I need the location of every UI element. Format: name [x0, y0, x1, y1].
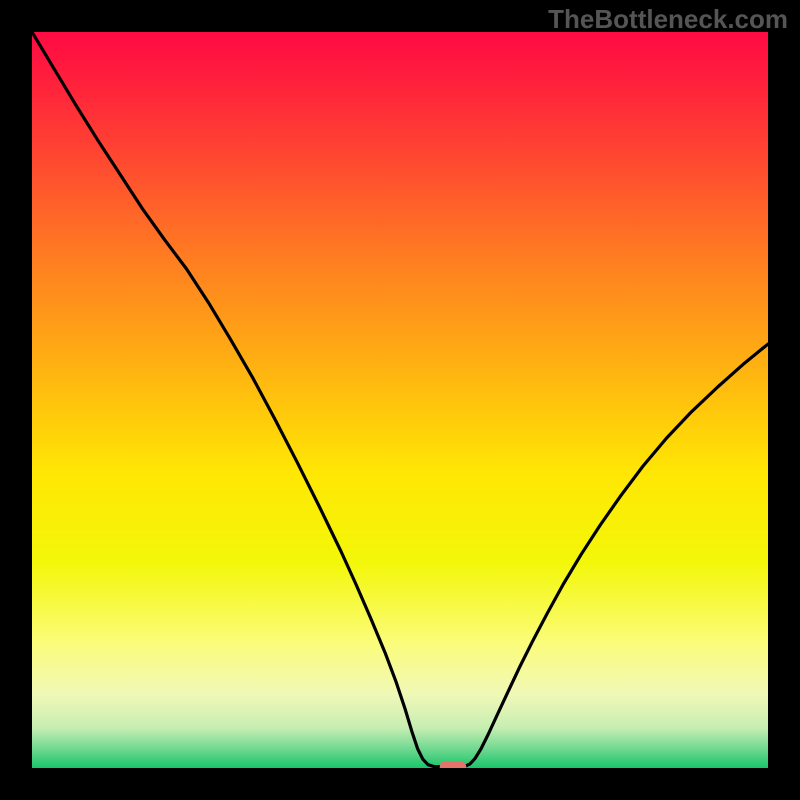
gradient-background — [32, 32, 768, 768]
optimum-marker — [440, 761, 466, 768]
watermark-text: TheBottleneck.com — [548, 4, 788, 35]
bottleneck-chart — [32, 32, 768, 768]
